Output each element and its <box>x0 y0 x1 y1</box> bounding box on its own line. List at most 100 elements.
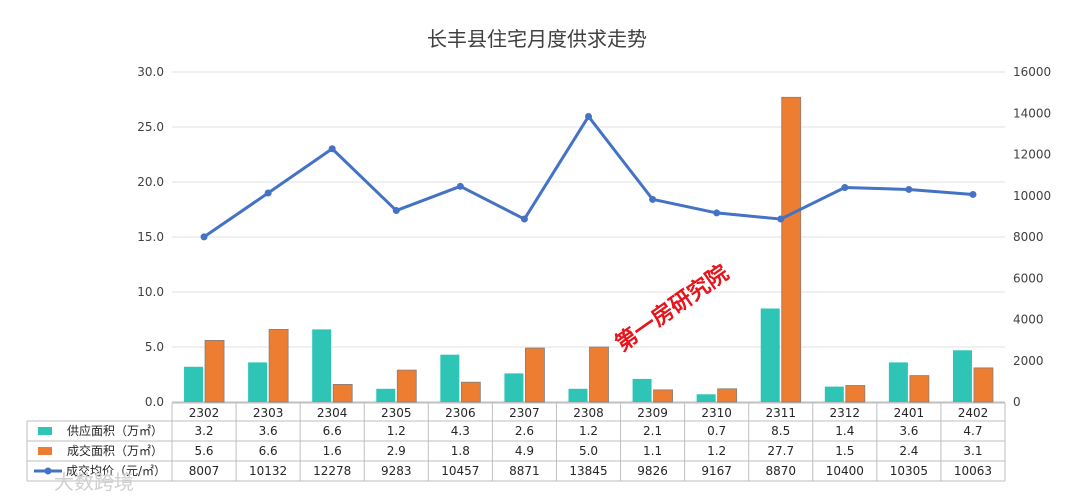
supply-bar <box>376 388 396 402</box>
table-cell: 8870 <box>765 464 796 478</box>
table-cell: 1.6 <box>323 444 342 458</box>
table-cell: 6.6 <box>323 424 342 438</box>
table-cell: 2.4 <box>899 444 918 458</box>
price-point <box>328 145 336 153</box>
x-tick-label: 2402 <box>958 406 989 420</box>
legend-label: 成交均价（元/㎡） <box>66 463 166 478</box>
table-cell: 4.9 <box>515 444 534 458</box>
y-right-tick-label: 16000 <box>1013 65 1051 79</box>
table-cell: 3.1 <box>963 444 982 458</box>
y-left-tick-label: 20.0 <box>137 175 164 189</box>
table-cell: 1.1 <box>643 444 662 458</box>
deal-bar <box>268 328 289 403</box>
supply-bar <box>568 388 588 402</box>
table-cell: 3.6 <box>899 424 918 438</box>
deal-bar <box>973 367 994 403</box>
table-cell: 1.2 <box>707 444 726 458</box>
table-cell: 0.7 <box>707 424 726 438</box>
table-cell: 10132 <box>249 464 287 478</box>
x-tick-label: 2305 <box>381 406 412 420</box>
table-cell: 4.3 <box>451 424 470 438</box>
x-tick-label: 2309 <box>637 406 668 420</box>
supply-bar <box>888 362 908 402</box>
x-tick-label: 2310 <box>701 406 732 420</box>
table-cell: 5.6 <box>194 444 213 458</box>
table-cell: 2.6 <box>515 424 534 438</box>
price-point <box>649 195 657 203</box>
table-cell: 3.2 <box>194 424 213 438</box>
y-left-tick-label: 10.0 <box>137 285 164 299</box>
y-left-tick-label: 30.0 <box>137 65 164 79</box>
table-cell: 1.2 <box>579 424 598 438</box>
supply-bar <box>312 329 332 402</box>
supply-bar <box>952 350 972 402</box>
supply-bar <box>824 386 844 402</box>
x-tick-label: 2302 <box>189 406 220 420</box>
table-cell: 1.5 <box>835 444 854 458</box>
watermark: 第一房研究院 <box>611 260 734 357</box>
deal-bar <box>204 339 225 403</box>
x-tick-label: 2306 <box>445 406 476 420</box>
table-cell: 12278 <box>313 464 351 478</box>
legend-marker <box>44 467 52 475</box>
deal-bar <box>653 389 673 403</box>
deal-bar <box>460 381 481 403</box>
legend-label: 成交面积（万㎡） <box>67 443 163 458</box>
legend-swatch <box>38 427 52 435</box>
legend-label: 供应面积（万㎡） <box>67 423 163 438</box>
table-cell: 9167 <box>701 464 732 478</box>
table-cell: 10400 <box>826 464 864 478</box>
y-left-tick-label: 0.0 <box>145 395 164 409</box>
y-right-tick-label: 8000 <box>1013 230 1044 244</box>
deal-bar <box>589 346 609 403</box>
price-point <box>520 215 528 223</box>
table-cell: 6.6 <box>259 444 278 458</box>
deal-bar <box>332 383 353 403</box>
deal-bar <box>781 96 802 403</box>
price-point <box>713 209 721 217</box>
data-table: 2302 2303 2304 2305 2306 2307 2308 2309 2310 2311… <box>26 402 1006 482</box>
price-point <box>777 215 785 223</box>
y-right-tick-label: 12000 <box>1013 148 1051 162</box>
legend-swatch <box>38 447 52 455</box>
y-left-tick-label: 5.0 <box>145 340 164 354</box>
price-point <box>905 185 913 193</box>
supply-bar <box>632 378 652 402</box>
price-point <box>264 189 272 197</box>
y-left-tick-label: 25.0 <box>137 120 164 134</box>
table-cell: 10457 <box>441 464 479 478</box>
table-cell: 10305 <box>890 464 928 478</box>
price-point <box>456 182 464 190</box>
axes: 0.0 5.0 10.0 15.0 20.0 25.0 30.0 0 2000 4000 6000 8… <box>137 65 1051 409</box>
bars <box>184 96 994 403</box>
table-cell: 9826 <box>637 464 668 478</box>
deal-bar <box>717 388 738 403</box>
price-point <box>585 112 592 120</box>
y-right-tick-label: 4000 <box>1013 313 1044 327</box>
table-cell: 1.8 <box>451 444 470 458</box>
table-cell: 1.4 <box>835 424 854 438</box>
y-right-tick-label: 14000 <box>1013 106 1051 120</box>
table-cell: 3.6 <box>259 424 278 438</box>
price-line-path <box>203 114 974 239</box>
x-tick-label: 2303 <box>253 406 284 420</box>
price-point <box>969 190 977 198</box>
x-tick-label: 2401 <box>894 406 925 420</box>
supply-bar <box>440 354 460 402</box>
grid <box>172 71 1005 403</box>
table-cell: 9283 <box>381 464 412 478</box>
x-tick-label: 2308 <box>573 406 604 420</box>
supply-bar <box>504 373 524 402</box>
y-right-tick-label: 6000 <box>1013 271 1044 285</box>
x-tick-label: 2311 <box>765 406 796 420</box>
price-line <box>200 112 977 241</box>
table-cell: 8.5 <box>771 424 790 438</box>
supply-bar <box>760 308 780 402</box>
supply-bar <box>248 362 268 402</box>
price-point <box>392 207 400 215</box>
supply-bar <box>696 394 716 402</box>
table-cell: 4.7 <box>963 424 982 438</box>
table-cell: 10063 <box>954 464 992 478</box>
logo: 大数跨境 <box>54 470 134 494</box>
